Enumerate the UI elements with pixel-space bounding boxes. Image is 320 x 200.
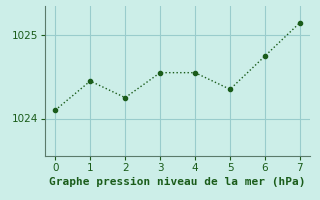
- X-axis label: Graphe pression niveau de la mer (hPa): Graphe pression niveau de la mer (hPa): [49, 177, 306, 187]
